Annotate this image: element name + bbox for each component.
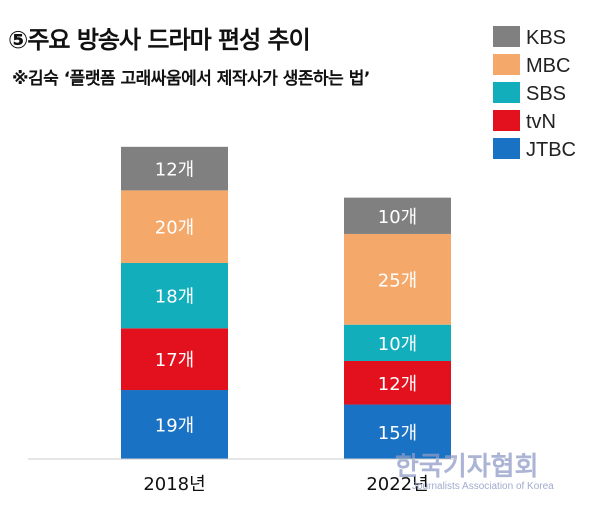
data-label-sbs-0: 18개 [155,287,194,308]
chart-subtitle: ※김숙 ‘플랫폼 고래싸움에서 제작사가 생존하는 법’ [12,69,370,89]
category-label-1: 2022년 [366,474,428,495]
category-label-0: 2018년 [143,474,205,495]
data-label-mbc-0: 20개 [155,218,194,239]
chart-title: ⑤주요 방송사 드라마 편성 추이 [8,26,311,54]
legend: KBS MBC SBS tvN JTBC [493,26,576,161]
bar-segment-sbs-1 [344,324,451,361]
watermark-sub: Journalists Association of Korea [412,481,554,492]
legend-swatch-kbs [493,26,520,47]
bar-segment-tvn-1 [344,360,451,405]
bar-segment-tvn-0 [121,328,228,391]
legend-swatch-mbc [493,54,520,75]
data-label-kbs-1: 10개 [378,207,417,228]
data-label-kbs-0: 12개 [155,160,194,181]
legend-label-jtbc: JTBC [526,139,576,161]
data-label-tvn-0: 17개 [155,350,194,371]
data-label-mbc-1: 25개 [378,270,417,291]
watermark-main: 한국기자협회 [395,452,539,482]
bar-segment-sbs-0 [121,262,228,329]
legend-swatch-sbs [493,82,520,103]
bar-segment-jtbc-0 [121,390,228,459]
data-label-jtbc-0: 19개 [155,416,194,437]
bar-segment-mbc-1 [344,233,451,325]
bar-segment-mbc-0 [121,190,228,263]
bar-segment-kbs-1 [344,197,451,234]
data-label-sbs-1: 10개 [378,334,417,355]
watermark: 한국기자협회 Journalists Association of Korea [395,452,554,492]
bars-group: 19개 17개 18개 20개 12개 2018년 15개 12개 10개 25개 10개 2022년 [121,146,451,495]
legend-label-sbs: SBS [526,83,566,105]
data-label-tvn-1: 12개 [378,374,417,395]
legend-swatch-jtbc [493,138,520,159]
legend-swatch-tvn [493,110,520,131]
bar-segment-jtbc-1 [344,404,451,459]
legend-label-mbc: MBC [526,55,570,77]
legend-label-tvn: tvN [526,111,556,133]
data-label-jtbc-1: 15개 [378,423,417,444]
legend-label-kbs: KBS [526,27,566,49]
bar-segment-kbs-0 [121,146,228,191]
